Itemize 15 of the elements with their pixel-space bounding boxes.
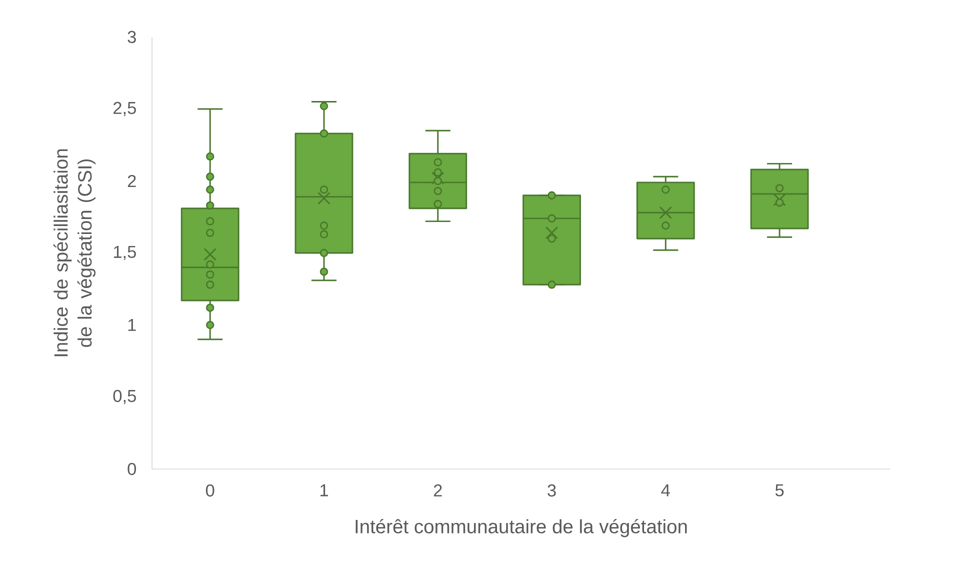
x-axis-title: Intérêt communautaire de la végétation [356,519,687,538]
x-tick-label: 4 [661,484,670,496]
x-tick-label: 2 [434,484,442,496]
x-tick-label: 0 [206,484,214,497]
y-axis-title: Indice de spécilliasitaion de la végétation (CSI) [53,149,96,356]
x-tick-label: 5 [775,484,784,496]
y-tick-label: 0 [128,462,136,476]
x-tick-label: 3 [548,484,556,497]
y-tick-label: 1,5 [114,246,136,260]
y-tick-label: 3 [128,30,136,44]
y-tick-label: 2,5 [114,102,136,116]
y-tick-label: 1 [128,319,136,331]
y-tick-label: 0,5 [113,390,136,404]
y-tick-label: 2 [128,174,136,188]
x-tick-label: 1 [320,484,328,496]
